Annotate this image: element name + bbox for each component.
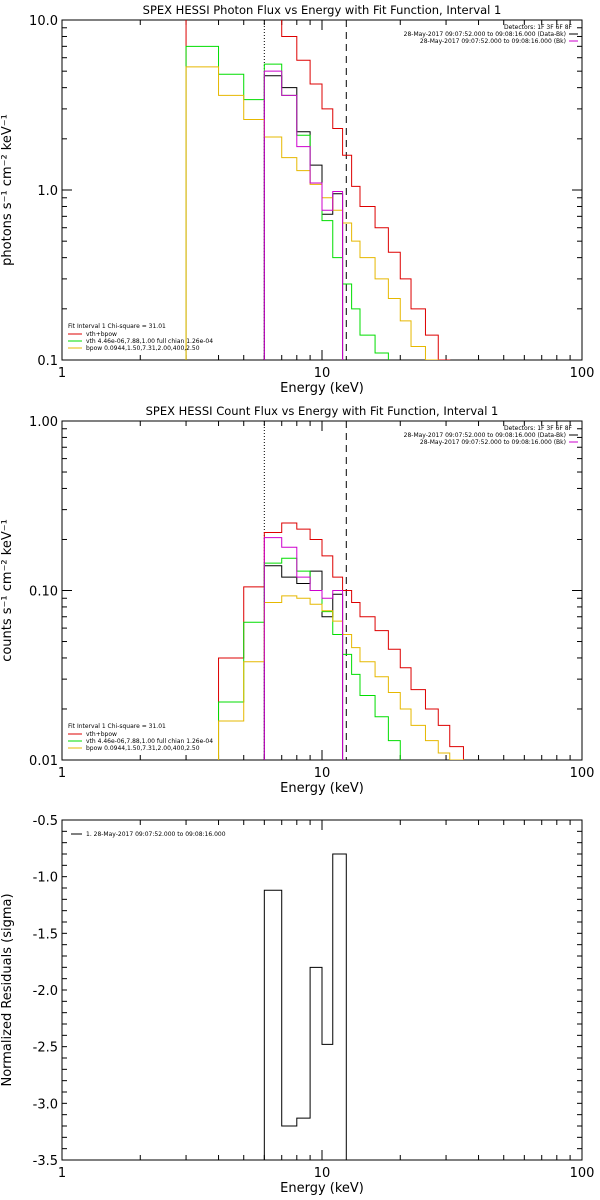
series-bpow xyxy=(218,595,464,760)
header-line: 28-May-2017 09:07:52.000 to 09:08:16.000… xyxy=(404,31,566,38)
plot-area xyxy=(185,20,451,360)
y-axis-label: photons s⁻¹ cm⁻² keV⁻¹ xyxy=(0,114,15,266)
fit-legend-label: vth 4.46e-06,7.88,1.00 full chian 1.26e-… xyxy=(86,738,213,745)
x-tick-label: 100 xyxy=(570,766,595,781)
series-vth xyxy=(185,45,389,360)
fit-legend-title: Fit Interval 1 Chi-square = 31.01 xyxy=(68,323,166,330)
header-line: Detectors: 1F 3F 6F 8F xyxy=(504,425,573,432)
y-tick-label: -1.0 xyxy=(33,871,58,886)
y-tick-label: 0.1 xyxy=(37,354,58,369)
x-tick-label: 100 xyxy=(570,366,595,381)
header-line: Detectors: 1F 3F 6F 8F xyxy=(504,24,573,31)
y-axis-label: counts s⁻¹ cm⁻² keV⁻¹ xyxy=(0,519,15,662)
y-tick-label: 10.0 xyxy=(29,14,58,29)
fit-legend-label: bpow 0.0944,1.50,7.31,2.00,400,2.50 xyxy=(86,345,200,352)
panel-2 xyxy=(61,420,583,761)
x-tick-label: 100 xyxy=(570,1166,595,1181)
series-bpow xyxy=(185,66,439,360)
x-axis-label: Energy (keV) xyxy=(280,381,364,396)
fit-legend-label: bpow 0.0944,1.50,7.31,2.00,400,2.50 xyxy=(86,745,200,752)
series-vth-bpow xyxy=(218,522,464,760)
plot-area xyxy=(263,853,347,1160)
x-tick-label: 1 xyxy=(58,366,66,381)
x-axis-label: Energy (keV) xyxy=(280,1181,364,1196)
fit-legend-label: vth+bpow xyxy=(86,731,117,738)
y-tick-label: -2.0 xyxy=(33,984,58,999)
y-tick-label: -3.5 xyxy=(33,1154,58,1169)
plot-area xyxy=(218,421,464,760)
fit-legend-title: Fit Interval 1 Chi-square = 31.01 xyxy=(68,723,166,730)
y-tick-label: 1.00 xyxy=(29,415,58,430)
series-vth-bpow xyxy=(185,20,451,360)
y-tick-label: 1.0 xyxy=(37,184,58,199)
chart-title: SPEX HESSI Photon Flux vs Energy with Fi… xyxy=(143,3,502,17)
header-line: 28-May-2017 09:07:52.000 to 09:08:16.000… xyxy=(420,38,566,45)
y-tick-label: -2.5 xyxy=(33,1041,58,1056)
y-axis-label: Normalized Residuals (sigma) xyxy=(0,893,15,1086)
x-tick-label: 1 xyxy=(58,1166,66,1181)
residual-histogram xyxy=(263,853,347,1160)
x-tick-label: 1 xyxy=(58,766,66,781)
x-axis-label: Energy (keV) xyxy=(280,781,364,796)
x-tick-label: 10 xyxy=(314,766,331,781)
header-line: 28-May-2017 09:07:52.000 to 09:08:16.000… xyxy=(404,432,566,439)
y-tick-label: -1.5 xyxy=(33,927,58,942)
y-tick-label: 0.10 xyxy=(29,585,58,600)
series-bk xyxy=(263,70,344,360)
series-bk xyxy=(263,537,344,760)
y-tick-label: 0.01 xyxy=(29,754,58,769)
panel-1 xyxy=(61,19,583,361)
series-data-bk xyxy=(263,565,344,760)
x-tick-label: 10 xyxy=(314,366,331,381)
fit-legend-label: vth 4.46e-06,7.88,1.00 full chian 1.26e-… xyxy=(86,338,213,345)
fit-legend-label: vth+bpow xyxy=(86,331,117,338)
panel-3 xyxy=(61,819,583,1161)
legend-label: 1. 28-May-2017 09:07:52.000 to 09:08:16.… xyxy=(86,831,226,838)
chart-title: SPEX HESSI Count Flux vs Energy with Fit… xyxy=(146,404,499,418)
x-tick-label: 10 xyxy=(314,1166,331,1181)
y-tick-label: -3.0 xyxy=(33,1097,58,1112)
y-tick-label: -0.5 xyxy=(33,814,58,829)
header-line: 28-May-2017 09:07:52.000 to 09:08:16.000… xyxy=(420,439,566,446)
